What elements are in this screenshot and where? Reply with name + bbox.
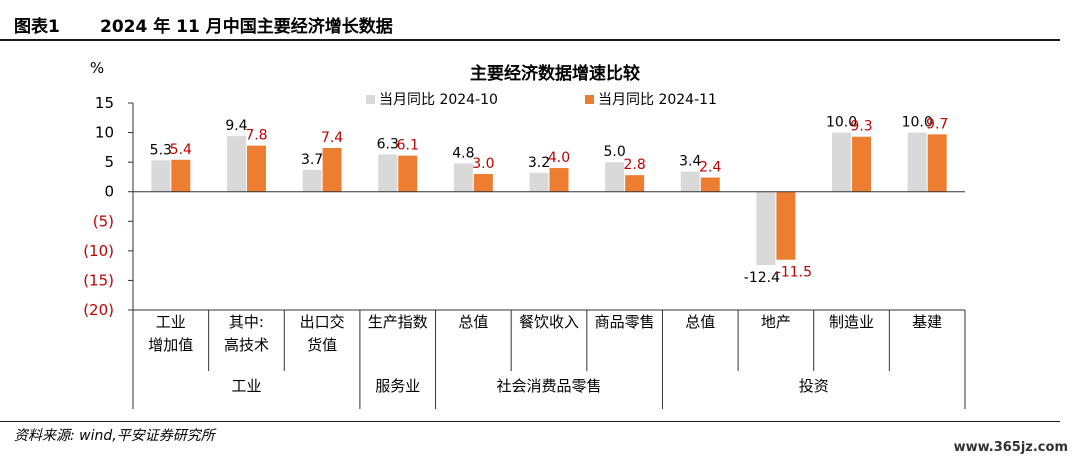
x-category-label: 制造业 xyxy=(829,313,874,331)
data-label: -12.4 xyxy=(744,270,780,286)
x-category-label: 工业 xyxy=(156,313,186,331)
bar xyxy=(302,169,322,192)
data-label: 4.0 xyxy=(548,150,570,166)
x-category-label: 总值 xyxy=(458,313,488,331)
y-tick-label: 10 xyxy=(95,124,114,142)
bar xyxy=(832,132,852,192)
data-label: 10.0 xyxy=(902,115,933,131)
y-tick-label: (5) xyxy=(93,212,114,230)
x-category-label: 总值 xyxy=(685,313,715,331)
bar xyxy=(852,136,872,192)
data-label: 7.4 xyxy=(321,130,343,146)
data-label: 3.0 xyxy=(472,156,494,172)
x-category-label: 其中: xyxy=(229,313,264,331)
bar xyxy=(322,147,342,192)
bottom-rule xyxy=(0,421,1060,422)
data-label: 4.8 xyxy=(452,145,474,161)
chart-title: 主要经济数据增速比较 xyxy=(470,63,640,84)
bar xyxy=(700,177,720,192)
x-group-label: 服务业 xyxy=(375,377,420,395)
bar xyxy=(605,162,625,192)
watermark: www.365jz.com xyxy=(953,440,1068,455)
bar xyxy=(625,175,645,192)
bar xyxy=(927,134,947,192)
top-rule xyxy=(0,39,1060,41)
value-labels: 5.35.49.47.83.77.4 6.36.1 4.83.0 3.24.0 5.02… xyxy=(150,115,949,286)
data-label: 3.2 xyxy=(528,155,550,171)
data-label: 9.4 xyxy=(225,118,247,134)
x-group-label: 社会消费品零售 xyxy=(496,377,601,395)
legend: 当月同比 2024-10 当月同比 2024-11 xyxy=(366,92,717,108)
y-axis-unit: % xyxy=(90,59,104,77)
y-tick-label: 15 xyxy=(95,94,114,112)
figure-title: 2024 年 11 月中国主要经济增长数据 xyxy=(100,16,393,37)
data-label: 7.8 xyxy=(245,128,267,144)
bar xyxy=(756,191,776,266)
x-group-label: 投资 xyxy=(799,377,829,395)
figure-label: 图表1 xyxy=(14,16,60,37)
data-label: 10.0 xyxy=(826,115,857,131)
y-tick-label: (10) xyxy=(83,242,114,260)
x-group-label: 工业 xyxy=(231,377,261,395)
source-note: 资料来源: wind,平安证券研究所 xyxy=(14,428,215,444)
x-category-label: 出口交 xyxy=(300,313,345,331)
data-label: 5.0 xyxy=(604,144,626,160)
bar xyxy=(171,159,191,192)
data-label: 6.1 xyxy=(397,138,419,154)
x-category-label: 高技术 xyxy=(224,336,269,354)
data-label: 5.4 xyxy=(170,142,192,158)
y-tick-label: (20) xyxy=(83,301,114,319)
bar-chart: 主要经济数据增速比较 % 当月同比 2024-10 当月同比 2024-11 15… xyxy=(83,59,966,409)
data-label: 5.3 xyxy=(150,142,172,158)
data-label: 2.4 xyxy=(699,160,721,176)
x-category-label: 商品零售 xyxy=(595,313,655,331)
data-label: -11.5 xyxy=(776,265,812,281)
legend-swatch-1 xyxy=(366,95,375,104)
bar xyxy=(529,172,549,192)
data-label: 2.8 xyxy=(624,157,646,173)
data-label: 3.4 xyxy=(679,154,701,170)
y-tick-label: 5 xyxy=(104,153,114,171)
x-category-label: 基建 xyxy=(912,313,942,331)
bar xyxy=(151,160,171,192)
y-tick-label: (15) xyxy=(83,271,114,289)
bar xyxy=(907,132,927,192)
bar xyxy=(680,171,700,192)
bar xyxy=(246,145,266,192)
bar xyxy=(226,136,246,192)
bar xyxy=(473,173,493,192)
x-category-label: 地产 xyxy=(761,313,791,331)
x-category-label: 生产指数 xyxy=(368,313,428,331)
data-label: 6.3 xyxy=(377,136,399,152)
x-category-label: 增加值 xyxy=(148,336,193,354)
data-label: 3.7 xyxy=(301,152,323,168)
bars xyxy=(133,132,965,266)
bar xyxy=(776,191,796,260)
y-axis: 15 10 5 0 (5) (10) (15) (20) xyxy=(83,94,134,319)
bar xyxy=(549,168,569,192)
legend-swatch-2 xyxy=(585,95,594,104)
legend-label-1: 当月同比 2024-10 xyxy=(379,92,498,108)
bar xyxy=(378,154,398,192)
data-label: 9.3 xyxy=(850,119,872,135)
x-category-label: 餐饮收入 xyxy=(519,313,579,331)
figure-header: 图表1 2024 年 11 月中国主要经济增长数据 xyxy=(14,11,393,37)
legend-label-2: 当月同比 2024-11 xyxy=(598,92,717,108)
bar xyxy=(398,155,418,192)
y-tick-label: 0 xyxy=(104,183,114,201)
x-category-label: 货值 xyxy=(307,336,337,354)
data-label: 9.7 xyxy=(926,116,948,132)
bar xyxy=(453,163,473,192)
